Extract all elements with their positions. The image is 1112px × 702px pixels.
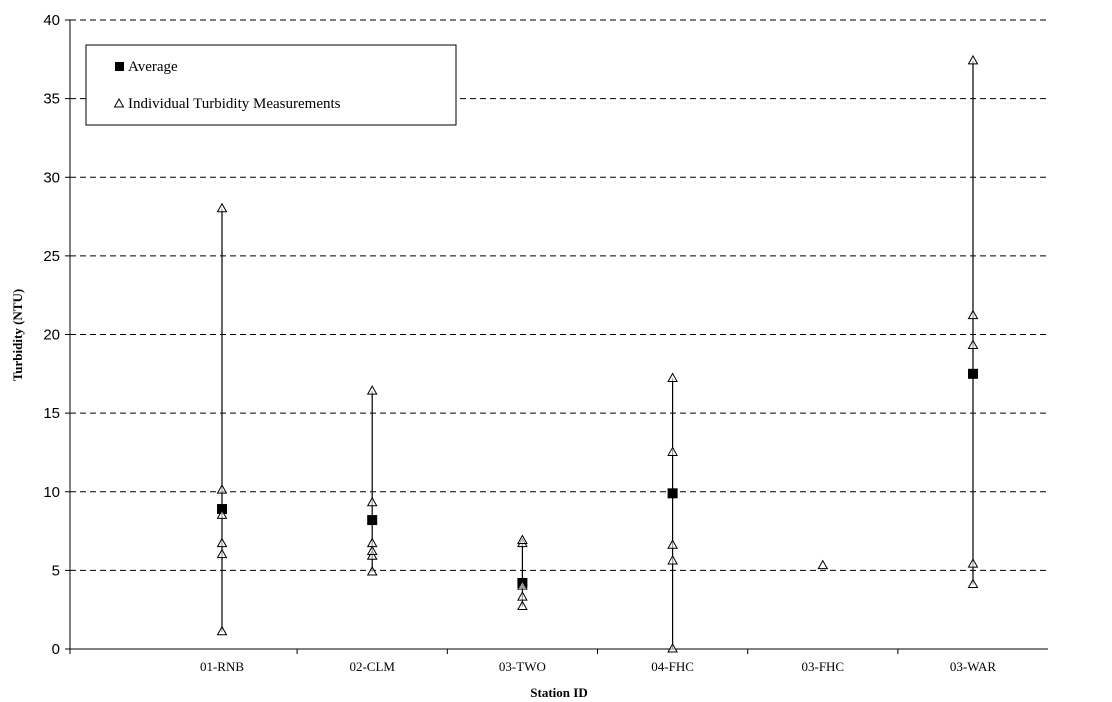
measurement-point	[366, 537, 378, 548]
y-tick-label: 40	[43, 12, 60, 29]
x-tick-label: 04-FHC	[651, 659, 694, 674]
measurement-point	[817, 559, 829, 570]
y-tick-label: 5	[52, 562, 60, 579]
legend-box	[85, 44, 457, 126]
y-tick-label: 0	[52, 641, 60, 658]
average-point	[217, 504, 227, 515]
y-tick-label: 30	[43, 169, 60, 186]
range-lines	[221, 60, 974, 649]
legend-average-marker	[115, 62, 124, 71]
measurement-point	[667, 372, 678, 383]
measurement-point	[216, 548, 228, 559]
y-tick-label: 10	[43, 484, 60, 501]
legend-measurement-label: Individual Turbidity Measurements	[128, 96, 341, 112]
measurement-point	[216, 537, 228, 548]
y-tick-label: 25	[43, 248, 60, 265]
measurement-point	[366, 385, 378, 395]
measurement-point	[517, 580, 528, 590]
x-tick-label: 03-TWO	[499, 659, 546, 674]
measurement-point	[216, 484, 228, 494]
measurement-point	[366, 565, 378, 576]
measurement-point	[967, 54, 979, 65]
y-tick-label: 35	[43, 91, 60, 108]
x-ticks: 01-RNB 02-CLM 03-TWO 04-FHC 03-FHC 03-WAR	[69, 649, 997, 674]
measurement-point	[667, 539, 678, 549]
y-tick-label: 15	[43, 405, 60, 422]
x-tick-label: 03-WAR	[950, 659, 997, 674]
measurement-point	[517, 534, 528, 544]
measurement-point	[967, 309, 979, 320]
measurement-point	[967, 339, 979, 350]
measurement-point	[216, 625, 228, 636]
x-axis-title: Station ID	[530, 685, 587, 700]
measurement-point	[967, 578, 979, 589]
measurement-point	[366, 550, 378, 560]
y-tick-label: 20	[43, 327, 60, 344]
y-axis-title: Turbidity (NTU)	[10, 289, 25, 381]
x-tick-label: 01-RNB	[200, 659, 244, 674]
measurement-point	[667, 446, 678, 456]
measurement-point	[517, 600, 528, 611]
x-tick-label: 02-CLM	[349, 659, 395, 674]
average-point	[968, 368, 978, 379]
measurement-point	[517, 591, 528, 601]
measurement-point	[967, 558, 979, 568]
average-point	[367, 515, 378, 526]
x-tick-label: 03-FHC	[801, 659, 844, 674]
y-ticks: 0 5 10 15 20 25 30 35 40	[43, 12, 70, 658]
measurement-point	[366, 496, 378, 507]
measurement-point	[667, 642, 678, 653]
average-point	[667, 488, 678, 499]
legend-measurement-marker	[113, 97, 125, 108]
measurement-point	[667, 554, 678, 565]
measurement-point	[216, 202, 228, 213]
measurement-point	[366, 545, 378, 556]
data-points	[216, 54, 979, 653]
measurement-point	[216, 509, 228, 519]
legend-average-label: Average	[128, 59, 178, 75]
legend: Average Individual Turbidity Measurement…	[85, 44, 457, 126]
